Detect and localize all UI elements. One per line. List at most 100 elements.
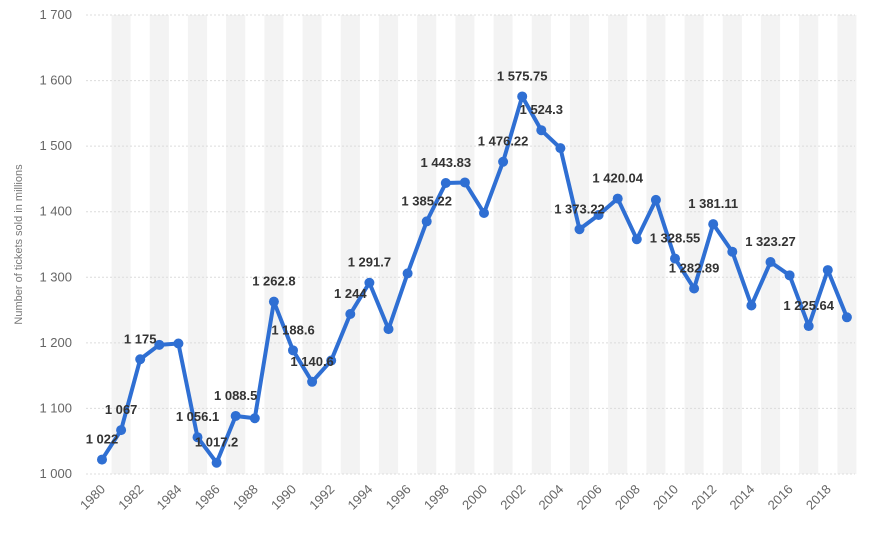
year-band	[531, 15, 551, 474]
data-point	[650, 194, 661, 205]
x-tick-label: 2014	[726, 482, 757, 513]
x-tick-label: 1980	[77, 482, 108, 513]
data-label: 1 140.6	[290, 354, 333, 369]
data-label: 1 524.3	[520, 102, 563, 117]
data-point	[345, 309, 356, 320]
x-tick-label: 2004	[535, 482, 566, 513]
x-tick-label: 1990	[268, 482, 299, 513]
data-point	[612, 193, 623, 204]
x-tick-label: 2000	[459, 482, 490, 513]
data-point	[116, 425, 127, 436]
data-label: 1 373.22	[554, 201, 605, 216]
data-label: 1 420.04	[592, 171, 643, 186]
x-tick-label: 2002	[497, 482, 528, 513]
data-point	[173, 338, 184, 349]
data-point	[708, 219, 719, 230]
x-tick-label: 2008	[612, 482, 643, 513]
x-tick-label: 1986	[192, 482, 223, 513]
data-labels: 1 022 1 067 1 175 1 056.1 1 017.2 1 088.5 1 26…	[86, 68, 835, 449]
data-point	[479, 208, 489, 219]
data-label: 1 476.22	[478, 134, 529, 149]
data-point	[841, 312, 852, 323]
x-tick-label: 2018	[803, 482, 834, 513]
data-point	[765, 257, 776, 268]
data-point	[288, 345, 298, 356]
y-tick-label: 1 200	[39, 335, 72, 350]
year-band	[608, 15, 628, 474]
horizontal-gridlines	[86, 14, 855, 475]
y-tick-label: 1 400	[39, 204, 72, 219]
year-band	[493, 15, 513, 474]
x-tick-label: 1988	[230, 482, 261, 513]
data-label: 1 443.83	[420, 155, 471, 170]
data-point	[326, 355, 337, 366]
data-point	[498, 156, 509, 167]
y-axis-tick-labels: 1 000 1 100 1 200 1 300 1 400 1 500 1 600 1 700	[39, 7, 72, 481]
x-tick-label: 1992	[306, 482, 337, 513]
data-label: 1 575.75	[497, 68, 548, 83]
y-tick-label: 1 700	[39, 7, 72, 22]
data-label: 1 175	[124, 331, 157, 346]
x-tick-label: 2006	[574, 482, 605, 513]
data-label: 1 262.8	[252, 274, 295, 289]
y-tick-label: 1 500	[39, 138, 72, 153]
data-label: 1 323.27	[745, 234, 796, 249]
x-tick-label: 1998	[421, 482, 452, 513]
x-tick-label: 1984	[153, 482, 184, 513]
data-label: 1 385.22	[401, 193, 452, 208]
data-point	[211, 457, 222, 468]
data-label: 1 381.11	[688, 196, 738, 211]
data-label: 1 225.64	[783, 298, 834, 313]
year-band	[455, 15, 475, 474]
data-point	[536, 125, 547, 136]
data-point	[574, 224, 585, 235]
year-band	[264, 15, 284, 474]
data-label: 1 067	[105, 402, 138, 417]
x-axis-tick-labels: 1980 1982 1984 1986 1988 1990 1992 1994 1996 1998…	[77, 482, 834, 513]
y-tick-label: 1 300	[39, 269, 72, 284]
data-point	[402, 268, 413, 279]
data-points	[97, 91, 852, 468]
year-band	[417, 15, 437, 474]
data-point	[154, 339, 165, 350]
data-point	[784, 270, 795, 281]
year-band	[569, 15, 590, 474]
data-point	[803, 321, 814, 332]
data-point	[97, 454, 107, 465]
data-point	[192, 432, 203, 443]
data-point	[307, 376, 318, 387]
data-point	[268, 296, 279, 307]
alternating-year-bands	[111, 15, 857, 474]
data-point	[593, 209, 604, 220]
data-point	[249, 413, 260, 424]
data-point	[517, 91, 528, 102]
year-band	[722, 15, 742, 474]
year-band	[837, 15, 857, 474]
data-point	[746, 300, 757, 311]
data-point	[459, 177, 470, 188]
x-tick-label: 2012	[688, 482, 719, 513]
data-point	[383, 324, 394, 335]
data-label: 1 188.6	[271, 322, 314, 337]
year-band	[340, 15, 360, 474]
series-line	[100, 94, 849, 465]
data-point	[555, 143, 566, 154]
year-band	[302, 15, 322, 474]
data-label: 1 291.7	[348, 255, 391, 270]
data-point	[364, 277, 375, 288]
x-tick-label: 2010	[650, 482, 681, 513]
data-point	[670, 253, 680, 264]
data-label: 1 282.89	[669, 261, 720, 276]
data-point	[822, 265, 833, 276]
data-label: 1 022	[86, 432, 119, 447]
x-tick-label: 2016	[765, 482, 796, 513]
year-band	[646, 15, 666, 474]
year-band	[149, 15, 169, 474]
year-band	[378, 15, 399, 474]
data-label: 1 088.5	[214, 388, 257, 403]
year-band	[111, 15, 131, 474]
data-point	[135, 354, 146, 365]
data-point	[727, 246, 738, 257]
data-label: 1 328.55	[650, 231, 701, 246]
